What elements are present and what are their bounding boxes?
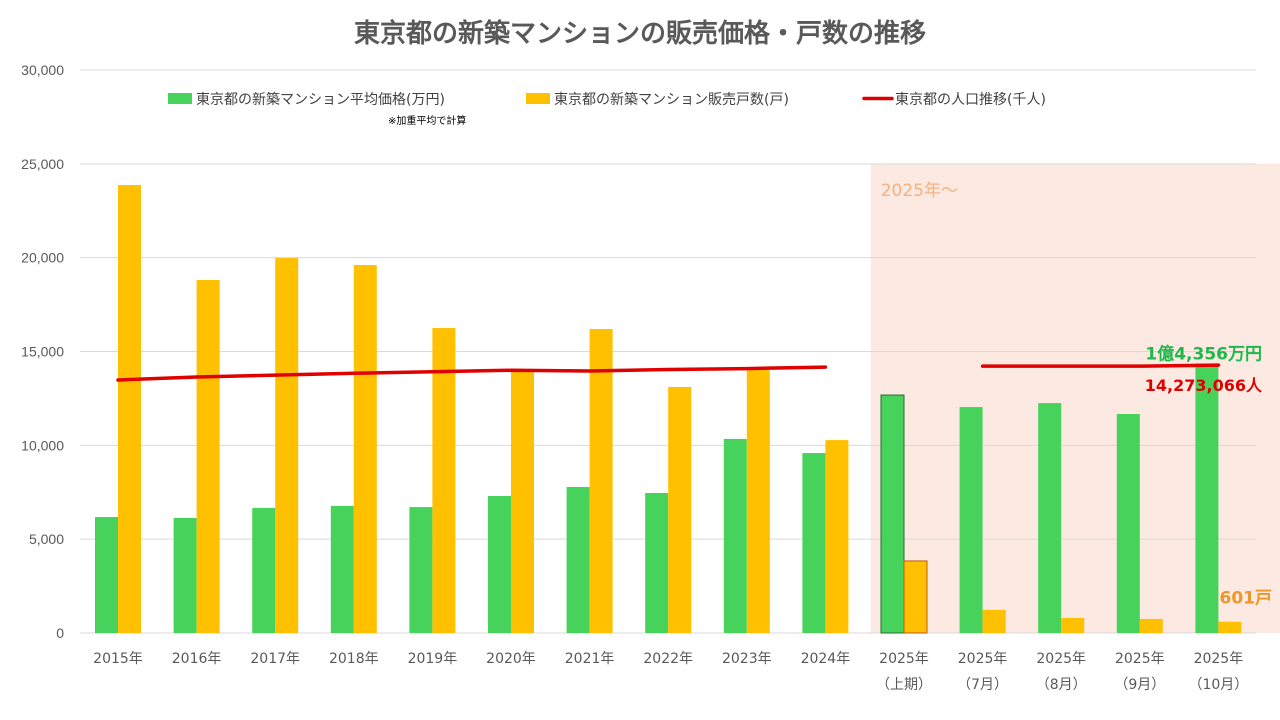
- annotations: 1億4,356万円 14,273,066人 601戸: [1145, 344, 1272, 609]
- bar-units: [589, 328, 613, 633]
- annotation-price: 1億4,356万円: [1145, 344, 1262, 365]
- x-tick-label: 2025年: [958, 651, 1008, 667]
- bar-price: [252, 508, 276, 633]
- x-tick-label: 2025年: [1115, 651, 1165, 667]
- population-line-segment: [980, 363, 1221, 368]
- x-tick-label: 2022年: [643, 651, 693, 667]
- bar-units: [196, 279, 220, 633]
- x-tick-label: 2020年: [486, 651, 536, 667]
- legend: 東京都の新築マンション平均価格(万円) 東京都の新築マンション販売戸数(戸) 東…: [168, 92, 1046, 127]
- bar-units: [118, 185, 141, 633]
- bar-price: [880, 394, 905, 634]
- x-tick-label: （10月）: [1188, 677, 1248, 693]
- bar-price: [488, 496, 511, 633]
- x-tick-label: 2025年: [1194, 651, 1244, 667]
- x-tick-label: 2025年: [1036, 651, 1086, 667]
- bar-units: [668, 386, 692, 633]
- legend-label-population: 東京都の人口推移(千人): [895, 92, 1046, 108]
- highlight-region-layer: 2025年～: [870, 163, 1280, 634]
- x-axis-ticks: 2015年 2016年 2017年 2018年 2019年 2020年 2021年 2022年…: [93, 651, 1248, 693]
- x-tick-label: 2016年: [172, 651, 222, 667]
- legend-item-price[interactable]: 東京都の新築マンション平均価格(万円): [168, 92, 445, 108]
- bar-price: [95, 517, 118, 633]
- y-tick-label: 15,000: [21, 344, 64, 360]
- legend-swatch-units: [526, 93, 550, 104]
- y-tick-label: 30,000: [21, 62, 64, 78]
- y-axis-ticks: 0 5,000 10,000 15,000 20,000 25,000 30,000: [21, 62, 64, 641]
- x-tick-label: 2024年: [801, 651, 851, 667]
- x-tick-label: 2023年: [722, 651, 772, 667]
- x-tick-label: 2017年: [250, 651, 300, 667]
- x-tick-label: （7月）: [957, 677, 1008, 693]
- y-tick-label: 25,000: [21, 156, 64, 172]
- bar-units: [275, 258, 299, 633]
- population-line: [116, 363, 1221, 382]
- x-tick-label: （9月）: [1114, 677, 1165, 693]
- bar-price: [723, 438, 747, 633]
- legend-item-units[interactable]: 東京都の新築マンション販売戸数(戸): [526, 92, 789, 108]
- x-tick-label: 2021年: [565, 651, 615, 667]
- bar-price: [409, 507, 433, 633]
- bar-units: [432, 328, 456, 633]
- x-tick-label: 2018年: [329, 651, 379, 667]
- bar-units: [825, 440, 849, 633]
- bar-units: [353, 264, 377, 633]
- chart-title: 東京都の新築マンションの販売価格・戸数の推移: [354, 18, 926, 49]
- legend-item-population[interactable]: 東京都の人口推移(千人): [862, 92, 1046, 108]
- bar-price: [173, 517, 197, 633]
- bar-units: [903, 560, 928, 634]
- bar-price: [645, 493, 669, 633]
- bar-units: [1139, 618, 1163, 633]
- bar-price: [1116, 413, 1140, 633]
- bar-price: [1038, 403, 1062, 633]
- annotation-population: 14,273,066人: [1145, 376, 1263, 395]
- bar-units: [982, 609, 1006, 633]
- y-tick-label: 5,000: [29, 531, 64, 547]
- highlight-region-label: 2025年～: [881, 181, 958, 201]
- annotation-units: 601戸: [1220, 589, 1273, 609]
- x-tick-label: 2015年: [93, 651, 143, 667]
- bar-price: [959, 407, 983, 633]
- legend-note: ※加重平均で計算: [388, 114, 466, 127]
- x-tick-label: （上期）: [876, 677, 932, 693]
- bar-price: [802, 453, 826, 633]
- x-tick-label: （8月）: [1036, 677, 1087, 693]
- bar-units: [746, 370, 770, 633]
- population-line-segment: [116, 365, 828, 382]
- bar-price: [1195, 363, 1219, 633]
- x-tick-label: 2019年: [408, 651, 458, 667]
- x-tick-label: 2025年: [879, 651, 929, 667]
- y-tick-label: 0: [56, 625, 64, 641]
- y-tick-label: 20,000: [21, 250, 64, 266]
- bar-units: [511, 370, 534, 633]
- bars: [95, 185, 1242, 634]
- legend-label-units: 東京都の新築マンション販売戸数(戸): [554, 92, 789, 108]
- bar-price: [566, 486, 590, 633]
- y-tick-label: 10,000: [21, 437, 64, 453]
- legend-swatch-price: [168, 93, 192, 104]
- highlight-region: [870, 163, 1280, 634]
- bar-price: [330, 505, 354, 633]
- legend-label-price: 東京都の新築マンション平均価格(万円): [196, 92, 445, 108]
- bar-units: [1218, 621, 1242, 633]
- bar-units: [1061, 617, 1085, 633]
